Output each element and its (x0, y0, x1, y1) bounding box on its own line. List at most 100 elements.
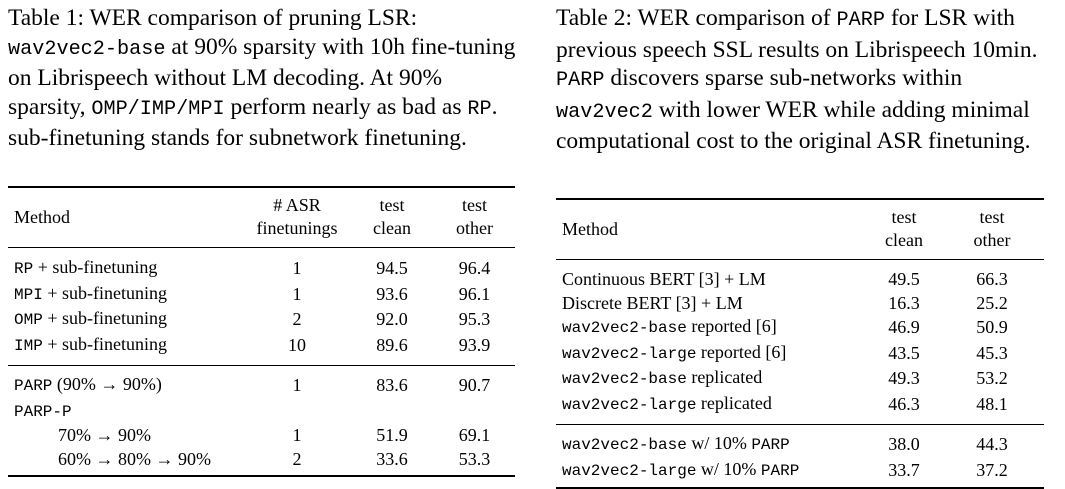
method-cell: 60% → 80% → 90% (8, 447, 244, 477)
table2-header-clean-line2: clean (885, 230, 923, 250)
clean-cell: 83.6 (350, 365, 434, 399)
table-row: wav2vec2-base replicated 49.3 53.2 (556, 366, 1044, 392)
method-text: Continuous BERT [3] + LM (562, 269, 766, 289)
table1-header-asr: # ASR finetunings (244, 187, 350, 248)
table-row: wav2vec2-base reported [6] 46.9 50.9 (556, 315, 1044, 341)
table-row: 60% → 80% → 90% 2 33.6 53.3 (8, 447, 515, 477)
table1-header-clean: test clean (350, 187, 434, 248)
table-row: 70% → 90% 1 51.9 69.1 (8, 424, 515, 448)
table-row: wav2vec2-large replicated 46.3 48.1 (556, 392, 1044, 425)
table1-header-asr-line1: # ASR (273, 195, 321, 215)
method-text: reported [6] (696, 341, 787, 362)
method-text: 60% → 80% → 90% (58, 448, 211, 469)
clean-cell: 46.9 (888, 317, 920, 337)
table2-header-other: test other (940, 199, 1044, 260)
asr-cell: 1 (292, 425, 302, 445)
method-cell: IMP + sub-finetuning (8, 333, 244, 366)
method-text: w/ 10% (696, 458, 761, 479)
method-cell: MPI + sub-finetuning (8, 282, 244, 308)
method-code: PARP (751, 436, 790, 454)
asr-cell: 1 (292, 258, 302, 278)
table-row: PARP-P (8, 399, 515, 425)
clean-cell: 46.3 (888, 393, 920, 414)
clean-cell: 33.6 (350, 447, 434, 477)
method-code: wav2vec2-large (562, 344, 697, 363)
clean-cell: 94.5 (376, 258, 408, 278)
caption-code: RP (467, 97, 492, 121)
other-cell: 90.7 (434, 365, 515, 399)
method-text: w/ 10% (686, 433, 752, 453)
caption-text: at 90% sparsity with 10h fine-tuning on … (8, 33, 516, 120)
table1-column: Table 1: WER comparison of pruning LSR: … (8, 4, 518, 477)
other-cell: 95.3 (458, 309, 491, 329)
caption-code: PARP (556, 69, 605, 92)
method-cell: Discrete BERT [3] + LM (556, 292, 868, 316)
table-row: PARP (90% → 90%) 1 83.6 90.7 (8, 365, 515, 399)
method-text: Discrete BERT [3] + LM (562, 292, 743, 313)
asr-cell: 1 (292, 283, 302, 304)
method-code: IMP (14, 336, 43, 355)
table-row: wav2vec2-base w/ 10% PARP 38.0 44.3 (556, 424, 1044, 458)
table2-wrapper: Method test clean test other Continuous … (556, 198, 1044, 489)
method-text: + sub-finetuning (42, 308, 167, 328)
method-code: OMP (14, 311, 43, 329)
table1-group2: PARP (90% → 90%) 1 83.6 90.7 PARP-P 70% → 90%… (8, 365, 515, 477)
table-row: wav2vec2-large reported [6] 43.5 45.3 (556, 341, 1044, 367)
caption-text: . sub-finetuning stands for subnetwork f… (8, 93, 498, 152)
other-cell: 66.3 (976, 269, 1008, 289)
clean-cell: 93.6 (376, 283, 408, 304)
table-row: MPI + sub-finetuning 1 93.6 96.1 (8, 282, 515, 308)
table-row: Discrete BERT [3] + LM 16.3 25.2 (556, 292, 1044, 316)
page: Table 1: WER comparison of pruning LSR: … (8, 4, 1056, 489)
method-code: MPI (14, 285, 43, 304)
table2-group1: Continuous BERT [3] + LM 49.5 66.3 Discrete… (556, 260, 1044, 425)
caption-code: OMP/IMP/MPI (91, 97, 225, 121)
clean-cell: 43.5 (888, 342, 920, 363)
method-text: (90% → 90%) (52, 374, 162, 394)
method-code: wav2vec2-base (562, 370, 687, 388)
table1-header-clean-line2: clean (373, 218, 411, 238)
method-code: PARP (14, 377, 53, 395)
method-code: RP (14, 260, 34, 278)
method-cell: Continuous BERT [3] + LM (556, 260, 868, 292)
method-cell: wav2vec2-large w/ 10% PARP (556, 457, 868, 489)
table2: Method test clean test other Continuous … (556, 198, 1044, 489)
method-code: wav2vec2-base (562, 319, 687, 337)
table-row: IMP + sub-finetuning 10 89.6 93.9 (8, 333, 515, 366)
table2-header-clean: test clean (868, 199, 940, 260)
table1-header-clean-line1: test (379, 195, 405, 215)
table1-caption: Table 1: WER comparison of pruning LSR: … (8, 4, 518, 153)
table2-header-clean-line1: test (891, 207, 917, 227)
caption-code: wav2vec2 (556, 100, 653, 124)
asr-cell: 1 (244, 365, 350, 399)
table1-header-other-line1: test (462, 195, 487, 215)
caption-text: perform nearly as bad as (224, 93, 468, 120)
asr-cell: 10 (288, 334, 306, 355)
method-cell: wav2vec2-base replicated (556, 366, 868, 392)
table2-header-other-line2: other (973, 230, 1011, 250)
clean-cell: 38.0 (868, 424, 940, 458)
method-cell: wav2vec2-large replicated (556, 392, 868, 425)
other-cell: 53.2 (976, 368, 1008, 388)
caption-code: PARP (836, 9, 885, 32)
other-cell: 44.3 (940, 424, 1044, 458)
method-text: reported [6] (686, 316, 777, 336)
table-row: Continuous BERT [3] + LM 49.5 66.3 (556, 260, 1044, 292)
asr-cell: 2 (292, 309, 302, 329)
clean-cell: 16.3 (888, 292, 920, 313)
method-text: + sub-finetuning (33, 257, 158, 277)
caption-text: Table 1: WER comparison of pruning LSR: (8, 5, 418, 31)
other-cell: 69.1 (458, 425, 491, 445)
method-cell: wav2vec2-base w/ 10% PARP (556, 424, 868, 458)
table1-header-other-line2: other (456, 218, 493, 238)
asr-cell (244, 399, 350, 425)
other-cell: 37.2 (940, 457, 1044, 489)
asr-cell: 2 (244, 447, 350, 477)
other-cell: 45.3 (976, 342, 1008, 363)
method-text: replicated (696, 392, 772, 413)
method-cell: 70% → 90% (8, 424, 244, 448)
table1-group1: RP + sub-finetuning 1 94.5 96.4 MPI + sub-fi… (8, 248, 515, 366)
table2-column: Table 2: WER comparison of PARP for LSR … (556, 4, 1056, 489)
table1-header-asr-line2: finetunings (256, 218, 338, 238)
method-code: wav2vec2-large (562, 395, 697, 414)
